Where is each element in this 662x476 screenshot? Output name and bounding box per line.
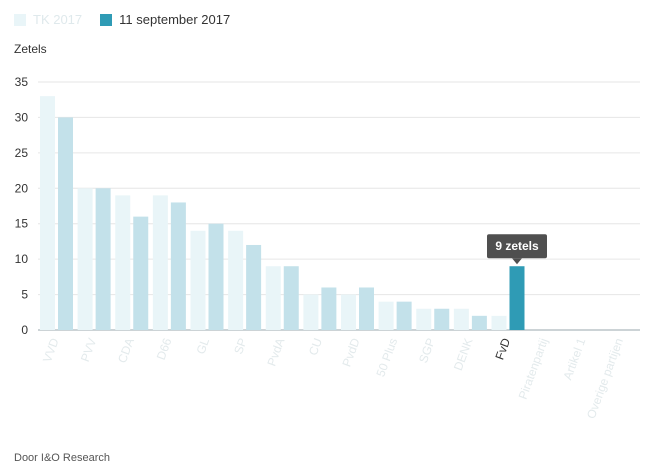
x-tick-label: DENK: [451, 336, 476, 372]
x-tick-label: CDA: [115, 336, 137, 365]
tooltip-text: 9 zetels: [495, 239, 539, 253]
x-tick-label: FvD: [492, 336, 513, 362]
bar-sgp-series-0: [416, 308, 432, 330]
bar-pvdd-series-0: [341, 294, 356, 330]
y-tick-label: 30: [15, 110, 29, 124]
bar-vvd-series-0: [40, 96, 55, 331]
bar-d66-series-0: [152, 195, 168, 330]
bar-pvda-series-1: [283, 266, 299, 330]
chart-legend: TK 2017 11 september 2017: [14, 12, 248, 27]
bar-gl-series-1: [208, 223, 224, 330]
x-tick-label: PvdD: [339, 336, 362, 369]
x-tick-label: Artikel 1: [560, 336, 588, 382]
bar-pvdd-series-1: [359, 287, 374, 330]
bar-pvv-series-0: [77, 188, 93, 330]
bar-cu-series-1: [321, 287, 337, 330]
source-credit: Door I&O Research: [14, 452, 110, 464]
x-tick-label: CU: [306, 336, 325, 357]
bar-gl-series-0: [190, 230, 206, 330]
y-tick-label: 35: [15, 75, 29, 89]
legend-swatch-tk2017: [14, 13, 26, 26]
bar-fvd-series-1: [509, 266, 525, 330]
legend-label-tk2017: TK 2017: [33, 12, 83, 27]
x-tick-label: PVV: [78, 336, 99, 363]
x-tick-label: GL: [193, 336, 212, 356]
tooltip-box: [487, 234, 547, 259]
legend-swatch-11-september-2017: [100, 13, 113, 26]
bar-cda-series-0: [115, 195, 131, 330]
y-tick-label: 0: [21, 323, 28, 337]
bar-cda-series-1: [133, 216, 149, 330]
x-tick-label: VVD: [40, 336, 62, 364]
bar-vvd-series-1: [58, 117, 73, 330]
y-axis-label: Zetels: [14, 42, 47, 56]
legend-item-11-september-2017[interactable]: 11 september 2017: [100, 12, 230, 27]
bar-denk-series-0: [453, 308, 469, 330]
y-tick-label: 15: [15, 217, 29, 231]
x-tick-label: D66: [154, 336, 175, 362]
bar-50-plus-series-0: [378, 301, 394, 330]
legend-item-tk2017[interactable]: TK 2017: [14, 12, 82, 27]
bar-fvd-series-0: [491, 315, 507, 330]
bar-sp-series-1: [246, 244, 262, 330]
bar-pvv-series-1: [95, 188, 111, 330]
bar-50-plus-series-1: [396, 301, 412, 330]
bar-sp-series-0: [228, 230, 244, 330]
x-tick-label: Piratenpartij: [516, 336, 551, 401]
bar-cu-series-0: [303, 294, 319, 330]
bar-sgp-series-1: [434, 308, 450, 330]
bar-pvda-series-0: [265, 266, 281, 330]
legend-label-11-september-2017: 11 september 2017: [119, 12, 231, 27]
x-tick-label: SGP: [416, 336, 438, 365]
x-tick-label: SP: [231, 336, 250, 356]
x-tick-label: 50 Plus: [373, 336, 400, 378]
bar-denk-series-1: [471, 315, 487, 330]
y-tick-label: 20: [15, 181, 29, 195]
y-tick-label: 5: [21, 288, 28, 302]
x-tick-label: Overige partijen: [584, 336, 626, 420]
bar-d66-series-1: [170, 202, 186, 330]
tooltip-arrow: [512, 258, 522, 265]
x-tick-label: PvdA: [264, 336, 287, 368]
y-tick-label: 10: [15, 252, 29, 266]
y-tick-label: 25: [15, 146, 29, 160]
